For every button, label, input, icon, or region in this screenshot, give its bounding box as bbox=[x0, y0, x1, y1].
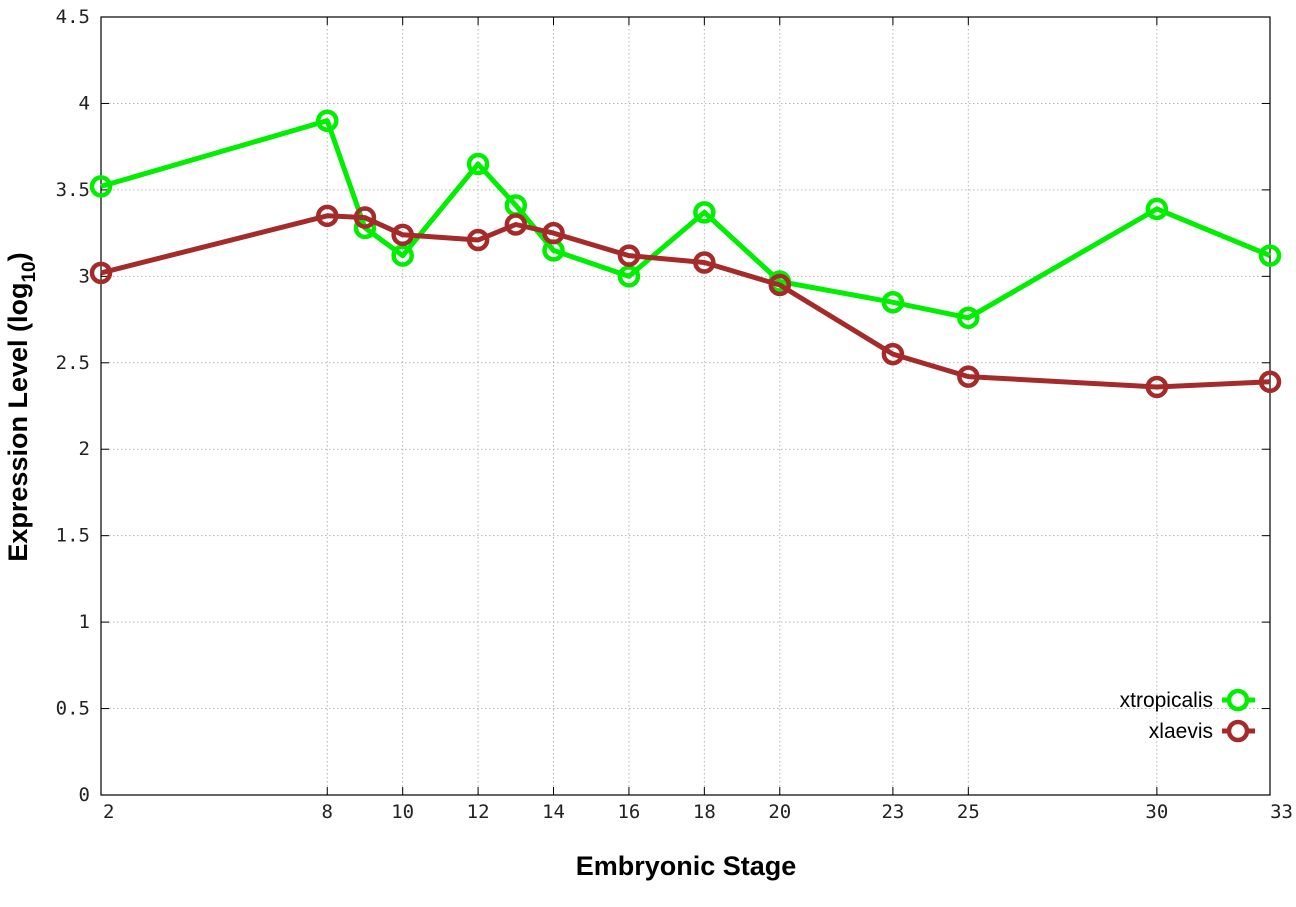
legend-label: xtropicalis bbox=[1120, 689, 1213, 712]
y-tick-label: 3 bbox=[79, 265, 90, 287]
x-tick-label: 33 bbox=[1270, 801, 1293, 823]
y-tick-label: 0.5 bbox=[56, 698, 90, 720]
legend-swatch-marker bbox=[1226, 688, 1250, 712]
data-point bbox=[1145, 375, 1169, 399]
data-point bbox=[89, 261, 113, 285]
series-line bbox=[100, 118, 1271, 321]
y-axis-title-close: ) bbox=[3, 252, 33, 261]
legend-swatch-marker bbox=[1226, 719, 1250, 743]
data-point bbox=[542, 221, 565, 245]
x-tick-label: 2 bbox=[103, 801, 114, 823]
x-tick-label: 30 bbox=[1145, 801, 1168, 823]
data-point bbox=[1145, 197, 1169, 221]
data-point bbox=[693, 201, 716, 224]
series-line bbox=[100, 213, 1271, 390]
y-tick-label: 4.5 bbox=[56, 6, 90, 28]
x-tick-label: 8 bbox=[322, 801, 333, 823]
data-point bbox=[957, 306, 980, 330]
y-tick-label: 4 bbox=[79, 92, 90, 114]
data-point bbox=[466, 152, 490, 176]
x-tick-label: 25 bbox=[957, 801, 980, 823]
series-xtropicalis bbox=[89, 109, 1282, 330]
data-point bbox=[316, 204, 339, 228]
data-point bbox=[768, 273, 792, 297]
legend-item-xlaevis: xlaevis bbox=[1149, 719, 1255, 743]
y-tick-label: 1.5 bbox=[56, 525, 90, 547]
y-tick-labels: 0 0.5 1 1.5 2 2.5 3 3.5 4 4.5 bbox=[56, 6, 90, 806]
data-point bbox=[957, 365, 980, 388]
x-tick-label: 10 bbox=[391, 801, 414, 823]
y-tick-label: 0 bbox=[79, 784, 90, 806]
legend: xtropicalis xlaevis bbox=[1120, 688, 1255, 743]
x-tick-label: 16 bbox=[617, 801, 640, 823]
data-point bbox=[391, 223, 414, 247]
x-tick-labels: 2 8 10 12 14 16 18 20 23 25 30 33 bbox=[103, 801, 1293, 823]
data-point bbox=[89, 175, 113, 198]
data-point bbox=[1258, 370, 1282, 394]
axes bbox=[100, 16, 1271, 796]
data-point bbox=[617, 244, 641, 267]
x-tick-label: 14 bbox=[542, 801, 565, 823]
x-tick-label: 12 bbox=[467, 801, 490, 823]
x-tick-label: 20 bbox=[768, 801, 791, 823]
y-axis-title-main: Expression Level (log bbox=[3, 283, 33, 562]
y-tick-label: 2.5 bbox=[56, 352, 90, 374]
data-point bbox=[504, 213, 528, 236]
x-tick-label: 18 bbox=[693, 801, 716, 823]
y-tick-label: 2 bbox=[79, 438, 90, 460]
grid bbox=[101, 17, 1270, 795]
data-point bbox=[353, 206, 377, 229]
y-tick-label: 1 bbox=[79, 611, 90, 633]
y-axis-title: Expression Level (log10) bbox=[3, 252, 40, 561]
y-tick-label: 3.5 bbox=[56, 179, 90, 201]
series-xlaevis bbox=[89, 204, 1282, 399]
data-point bbox=[391, 244, 414, 267]
data-point bbox=[466, 228, 490, 252]
y-axis-title-subscript: 10 bbox=[19, 261, 40, 282]
x-tick-label: 23 bbox=[881, 801, 904, 823]
data-point bbox=[617, 265, 641, 288]
legend-label: xlaevis bbox=[1149, 720, 1213, 743]
x-axis-title: Embryonic Stage bbox=[576, 851, 797, 881]
plot-frame bbox=[100, 16, 1271, 796]
data-point bbox=[693, 251, 716, 274]
data-point bbox=[881, 291, 905, 314]
series bbox=[89, 109, 1282, 399]
data-point bbox=[316, 109, 339, 132]
legend-item-xtropicalis: xtropicalis bbox=[1120, 688, 1255, 712]
data-point bbox=[881, 342, 905, 366]
data-point bbox=[1258, 244, 1282, 267]
